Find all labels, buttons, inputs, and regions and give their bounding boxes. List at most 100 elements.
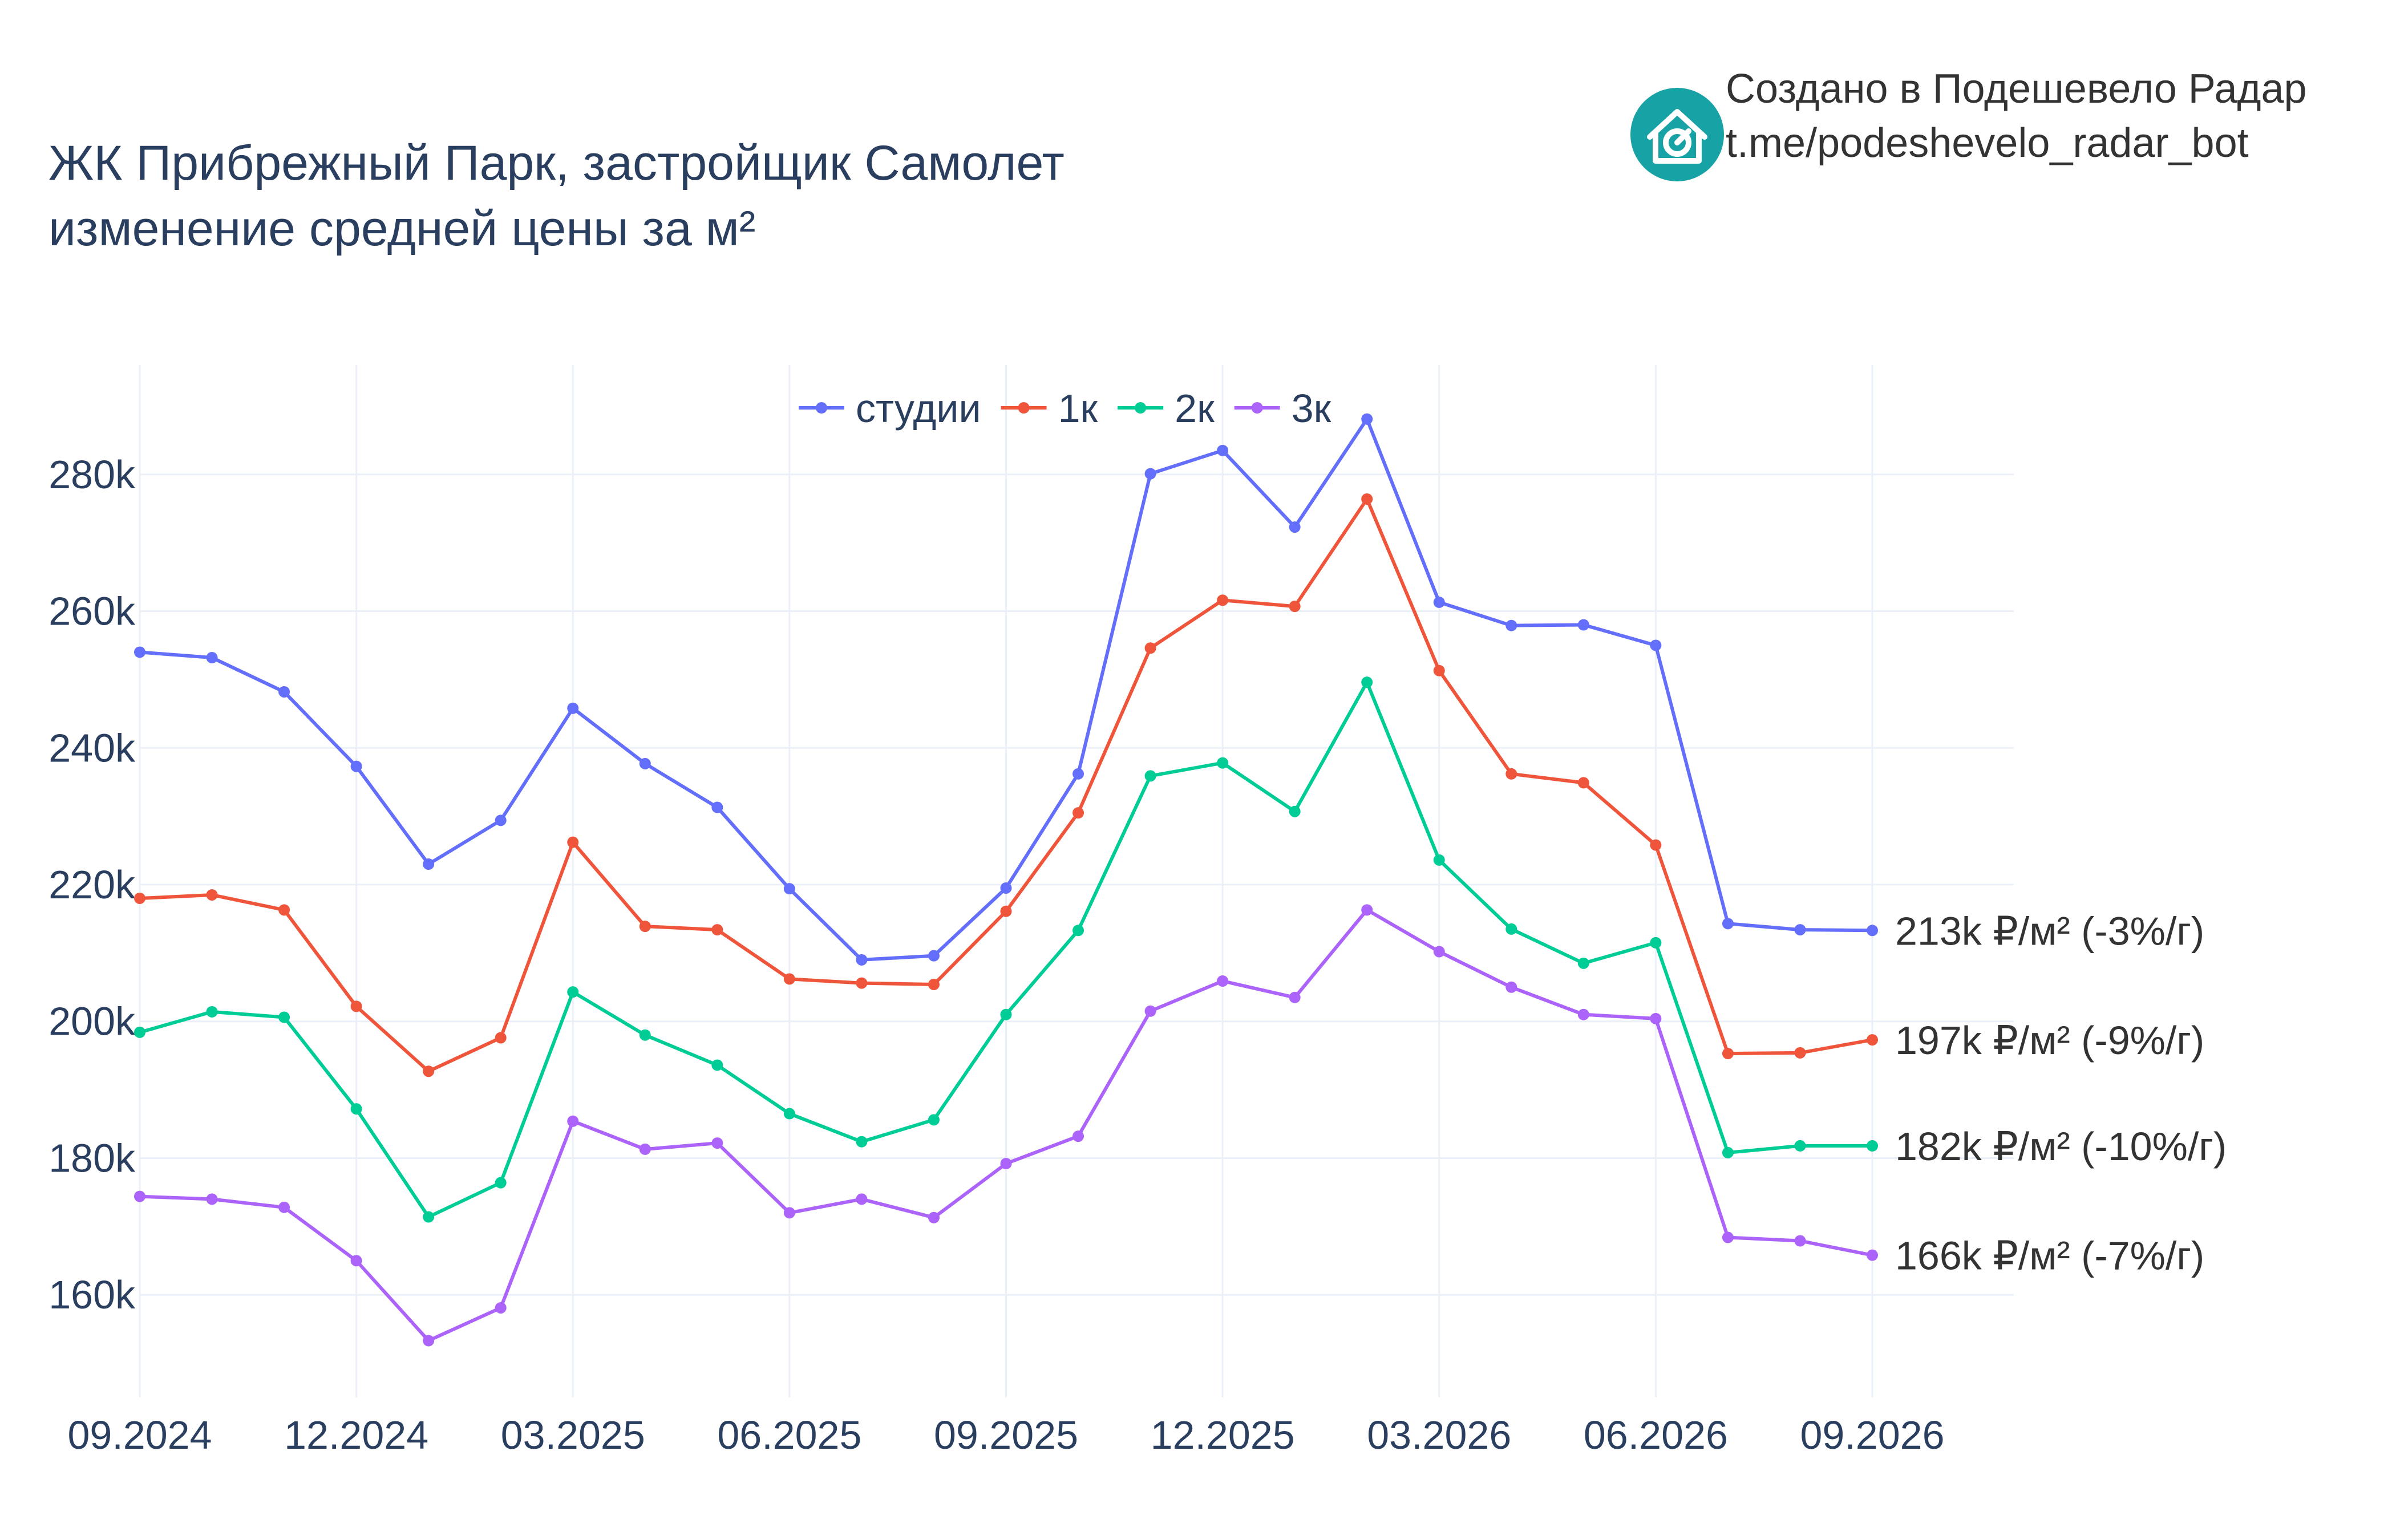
data-point [1072, 1130, 1084, 1142]
data-point [495, 1177, 507, 1189]
series-lines [134, 413, 1878, 1347]
data-point [350, 1103, 362, 1115]
data-point [928, 979, 940, 990]
data-point [639, 1143, 651, 1155]
data-point [1000, 882, 1012, 894]
data-point [1000, 1008, 1012, 1020]
data-point [1794, 1047, 1806, 1059]
data-point [1577, 957, 1589, 969]
data-point [1072, 925, 1084, 937]
x-tick-label: 03.2025 [501, 1413, 645, 1457]
data-point [495, 1302, 507, 1314]
data-point [1505, 981, 1517, 993]
data-point [134, 1026, 145, 1038]
data-point [928, 1114, 940, 1126]
x-tick-label: 06.2025 [717, 1413, 861, 1457]
data-point [1217, 444, 1229, 456]
data-point [1577, 619, 1589, 631]
legend-marker [1251, 402, 1263, 414]
data-point [1867, 1034, 1878, 1046]
data-point [711, 924, 723, 936]
data-point [928, 950, 940, 962]
data-point [134, 646, 145, 658]
data-point [1505, 768, 1517, 780]
data-point [1794, 1235, 1806, 1247]
logo [1630, 88, 1724, 181]
legend-label: 2к [1175, 386, 1215, 431]
data-point [783, 883, 795, 895]
data-point [1505, 923, 1517, 935]
data-point [134, 892, 145, 904]
data-point [278, 1201, 290, 1213]
data-point [1144, 770, 1156, 782]
data-point [856, 954, 868, 966]
data-point [423, 1335, 435, 1347]
data-point [350, 760, 362, 772]
data-point [206, 1006, 218, 1018]
data-point [1577, 777, 1589, 789]
credit-line-1: Создано в Подешевело Радар [1726, 66, 2307, 112]
x-tick-label: 06.2026 [1584, 1413, 1728, 1457]
y-tick-label: 280k [48, 452, 136, 497]
chart-title-line-1: ЖК Прибрежный Парк, застройщик Самолет [48, 136, 1065, 191]
data-point [856, 977, 868, 989]
data-point [206, 652, 218, 664]
data-point [423, 858, 435, 870]
series-4 [134, 904, 1878, 1347]
data-point [856, 1193, 868, 1205]
data-point [350, 1000, 362, 1012]
data-point [711, 1059, 723, 1071]
data-point [1361, 676, 1373, 688]
data-point [1289, 521, 1301, 533]
data-point [639, 921, 651, 933]
legend-item[interactable]: 1к [1001, 386, 1098, 431]
data-point [1433, 946, 1445, 958]
series-end-label: 166k ₽/м² (-7%/г) [1895, 1234, 2204, 1278]
data-point [1361, 904, 1373, 916]
data-point [1722, 918, 1734, 930]
legend-item[interactable]: 3к [1234, 386, 1331, 431]
data-point [1289, 601, 1301, 613]
legend-label: 1к [1058, 386, 1098, 431]
data-point [567, 1115, 579, 1127]
data-point [567, 836, 579, 848]
data-point [1650, 639, 1662, 651]
data-point [1722, 1048, 1734, 1060]
data-point [1867, 1140, 1878, 1152]
series-end-label: 197k ₽/м² (-9%/г) [1895, 1018, 2204, 1063]
legend-marker [1018, 402, 1030, 414]
data-point [1289, 991, 1301, 1003]
data-point [1072, 807, 1084, 819]
data-point [134, 1190, 145, 1202]
data-point [1867, 925, 1878, 937]
data-point [1650, 937, 1662, 949]
legend-item[interactable]: 2к [1118, 386, 1215, 431]
data-point [1144, 468, 1156, 480]
data-point [783, 973, 795, 985]
data-point [1650, 1012, 1662, 1024]
data-point [423, 1065, 435, 1077]
data-point [1722, 1231, 1734, 1243]
data-point [1433, 596, 1445, 608]
series-1 [134, 413, 1878, 966]
legend-marker [1135, 402, 1147, 414]
y-tick-label: 160k [48, 1272, 136, 1317]
x-tick-label: 09.2024 [67, 1413, 212, 1457]
x-axis-ticks: 09.2024 12.2024 03.2025 06.2025 09.2025 12.20… [67, 1413, 1944, 1457]
chart-title-line-2: изменение средней цены за м² [48, 201, 755, 256]
y-tick-label: 240k [48, 726, 136, 770]
data-point [1289, 805, 1301, 817]
grid [139, 365, 2014, 1397]
data-point [1650, 839, 1662, 851]
data-point [783, 1108, 795, 1120]
legend[interactable]: студии 1к 2к 3к [799, 386, 1331, 431]
series-3 [134, 676, 1878, 1223]
data-point [278, 904, 290, 916]
y-tick-label: 220k [48, 862, 136, 907]
x-tick-label: 12.2025 [1151, 1413, 1295, 1457]
data-point [495, 814, 507, 826]
legend-item[interactable]: студии [799, 386, 981, 431]
data-point [1433, 854, 1445, 866]
data-point [783, 1207, 795, 1219]
